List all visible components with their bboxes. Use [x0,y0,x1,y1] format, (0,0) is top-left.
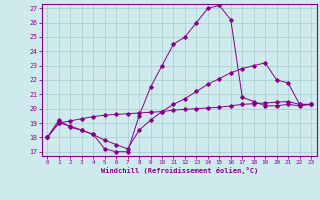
X-axis label: Windchill (Refroidissement éolien,°C): Windchill (Refroidissement éolien,°C) [100,167,258,174]
